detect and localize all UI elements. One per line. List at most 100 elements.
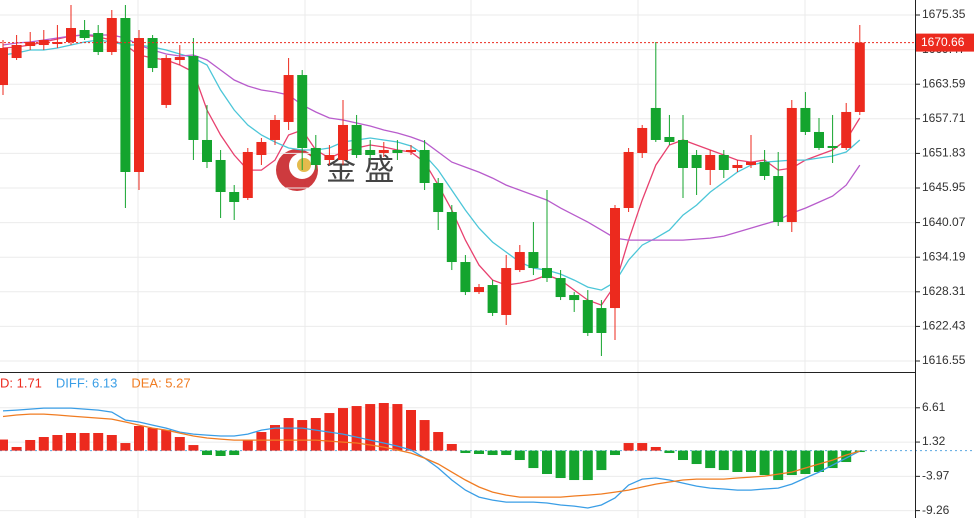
y-tick-label: -9.26 <box>922 503 950 517</box>
macd-bar <box>338 408 348 451</box>
candle-body <box>324 154 335 160</box>
candle-body <box>555 278 566 298</box>
macd-bar <box>365 404 376 451</box>
candle-body <box>174 57 185 61</box>
candle-body <box>800 107 811 132</box>
logo-dot <box>297 158 311 172</box>
candle-body <box>66 28 76 43</box>
macd-bar <box>786 450 797 476</box>
candle-body <box>188 56 199 140</box>
candle-body <box>474 287 484 293</box>
candle-body <box>242 151 253 199</box>
macd-bar <box>351 406 362 451</box>
macd-bar <box>283 418 294 451</box>
macd-bar <box>446 444 457 451</box>
candle-body <box>11 45 22 59</box>
candle-body <box>542 268 552 279</box>
candle-body <box>93 33 104 53</box>
y-tick-label: 1675.35 <box>922 7 966 21</box>
candle-body <box>623 151 634 209</box>
macd-bar <box>256 432 267 451</box>
legend-label: DEA: 5.27 <box>131 375 190 390</box>
y-tick-label: 1651.83 <box>922 146 966 160</box>
macd-bar <box>310 418 321 451</box>
macd-bar <box>501 450 512 456</box>
candle-body <box>446 212 457 263</box>
macd-bar <box>229 450 240 456</box>
macd-bar <box>433 432 444 451</box>
candle-body <box>718 154 729 170</box>
candle-body <box>161 58 172 105</box>
y-tick-label: 1645.95 <box>922 180 966 194</box>
macd-bar <box>691 450 702 465</box>
macd-bar <box>66 432 76 451</box>
macd-bar <box>0 439 8 451</box>
last-price-label: 1670.66 <box>921 35 965 49</box>
candle-body <box>664 136 675 142</box>
candle-body <box>746 161 756 165</box>
candle-body <box>460 262 471 293</box>
candle-body <box>691 154 702 168</box>
legend-label: D: 1.71 <box>0 375 42 390</box>
macd-bar <box>610 450 620 456</box>
y-tick-label: 1.32 <box>922 434 946 448</box>
macd-bar <box>406 409 416 451</box>
candle-body <box>106 18 117 53</box>
candle-body <box>0 48 8 86</box>
candle-body <box>732 164 743 168</box>
macd-line <box>2 413 860 498</box>
candle-body <box>351 124 362 155</box>
macd-bar <box>678 450 688 461</box>
macd-bar <box>732 450 743 472</box>
candle-body <box>814 131 824 148</box>
ma-line <box>2 34 861 306</box>
macd-bar <box>487 450 498 456</box>
macd-bar <box>297 420 308 451</box>
macd-bar <box>569 450 580 481</box>
candle-body <box>270 119 280 140</box>
y-tick-label: 1628.31 <box>922 284 966 298</box>
candle-body <box>79 30 90 39</box>
candle-body <box>514 252 525 271</box>
macd-bar <box>202 450 212 456</box>
candle-body <box>854 42 865 112</box>
candle-body <box>215 159 226 193</box>
candle-body <box>569 295 580 301</box>
macd-bar <box>215 450 226 456</box>
macd-bar <box>759 450 770 476</box>
candle-body <box>406 149 416 152</box>
macd-bar <box>474 450 484 454</box>
macd-bar <box>147 428 158 451</box>
macd-bar <box>52 435 63 451</box>
candle-body <box>134 38 144 172</box>
candle-body <box>650 107 661 140</box>
candle-body <box>419 149 430 183</box>
candle-body <box>378 149 389 153</box>
candle-body <box>705 154 716 170</box>
macd-bar <box>800 450 811 475</box>
y-tick-label: -3.97 <box>922 469 950 483</box>
macd-bar <box>514 450 525 461</box>
candle-body <box>202 139 212 162</box>
candle-body <box>487 285 498 313</box>
candle-body <box>596 308 607 333</box>
watermark: 金 盛 <box>326 154 394 187</box>
candle-body <box>773 175 784 223</box>
macd-bar <box>542 450 552 475</box>
macd-bar <box>174 437 185 451</box>
macd-bar <box>718 450 729 471</box>
candle-body <box>827 145 838 148</box>
macd-bar <box>38 437 49 451</box>
macd-bar <box>555 450 566 479</box>
macd-bar <box>623 443 634 451</box>
macd-bar <box>134 425 144 451</box>
macd-bar <box>827 450 838 469</box>
macd-bar <box>814 450 824 472</box>
macd-bar <box>841 450 852 463</box>
candle-body <box>147 38 158 69</box>
candle-body <box>678 139 688 168</box>
candle-body <box>610 208 620 309</box>
candle-body <box>38 40 49 46</box>
y-tick-label: 1663.59 <box>922 76 966 90</box>
macd-bar <box>705 450 716 469</box>
